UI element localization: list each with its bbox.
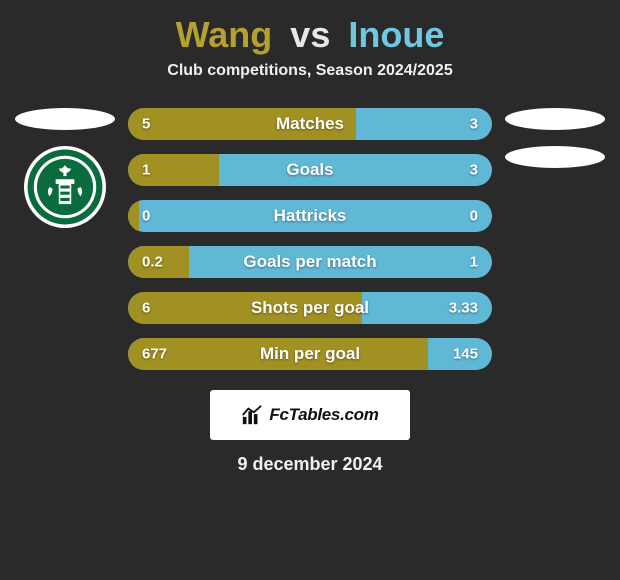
- title-player2: Inoue: [348, 14, 444, 55]
- player1-avatar-placeholder: [15, 108, 115, 130]
- player2-club-placeholder: [505, 146, 605, 168]
- stat-label: Shots per goal: [128, 298, 492, 318]
- stat-bar: 6 Shots per goal 3.33: [128, 292, 492, 324]
- club-crest-icon: [26, 148, 104, 226]
- stat-label: Goals: [128, 160, 492, 180]
- stat-bars: 5 Matches 3 1 Goals 3 0 Hattricks 0 0.2 …: [120, 108, 500, 370]
- stat-value-right: 3: [470, 162, 478, 179]
- stat-bar: 1 Goals 3: [128, 154, 492, 186]
- subtitle: Club competitions, Season 2024/2025: [0, 62, 620, 80]
- page-title: Wang vs Inoue: [0, 0, 620, 62]
- content-row: 5 Matches 3 1 Goals 3 0 Hattricks 0 0.2 …: [0, 108, 620, 370]
- stat-label: Goals per match: [128, 252, 492, 272]
- title-player1: Wang: [176, 14, 273, 55]
- footer-brand-badge: FcTables.com: [210, 390, 410, 440]
- stat-value-right: 145: [453, 346, 478, 363]
- player1-club-badge: [24, 146, 106, 228]
- title-vs: vs: [290, 14, 330, 55]
- right-side-column: [500, 108, 610, 168]
- player2-avatar-placeholder: [505, 108, 605, 130]
- left-side-column: [10, 108, 120, 228]
- stat-label: Min per goal: [128, 344, 492, 364]
- stat-bar: 0.2 Goals per match 1: [128, 246, 492, 278]
- stat-label: Hattricks: [128, 206, 492, 226]
- stat-value-right: 3.33: [449, 300, 478, 317]
- stat-bar: 5 Matches 3: [128, 108, 492, 140]
- stat-value-right: 3: [470, 116, 478, 133]
- stat-value-right: 1: [470, 254, 478, 271]
- footer-date: 9 december 2024: [0, 454, 620, 475]
- stat-label: Matches: [128, 114, 492, 134]
- footer-brand-text: FcTables.com: [269, 405, 378, 425]
- stat-bar: 677 Min per goal 145: [128, 338, 492, 370]
- stat-bar: 0 Hattricks 0: [128, 200, 492, 232]
- stat-value-right: 0: [470, 208, 478, 225]
- chart-icon: [241, 404, 263, 426]
